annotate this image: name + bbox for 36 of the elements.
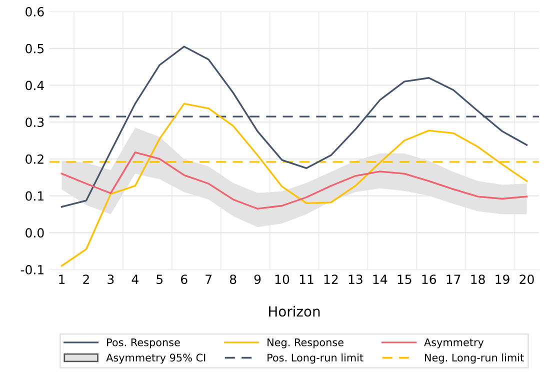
x-axis-title: Horizon xyxy=(269,306,320,317)
y-tick-label: 0.3 xyxy=(26,118,44,128)
x-tick-label: 14 xyxy=(373,274,388,284)
x-tick-label: 4 xyxy=(132,274,138,284)
legend-label: Neg. Response xyxy=(268,338,344,348)
x-tick-label: 9 xyxy=(254,274,261,284)
x-tick-label: 8 xyxy=(230,274,236,284)
x-tick-label: 1 xyxy=(59,274,65,284)
x-tick-label: 6 xyxy=(181,274,188,284)
text: Asymmetry 95% CI xyxy=(106,354,206,364)
legend-label: Pos. Response xyxy=(107,338,180,348)
x-tick-label: 12 xyxy=(324,274,338,284)
x-tick-label: 3 xyxy=(108,274,114,284)
x-tick-label: 11 xyxy=(300,274,314,284)
y-tick-label: 0.2 xyxy=(26,154,44,164)
y-tick-label: 0.6 xyxy=(26,7,44,16)
x-tick-label: 2 xyxy=(83,274,89,284)
y-tick-label: 0.5 xyxy=(26,44,44,54)
x-tick-label: 16 xyxy=(422,274,436,284)
legend-label: Neg. Long-run limit xyxy=(425,353,524,364)
x-tick-label: 7 xyxy=(206,274,212,284)
x-tick-label: 18 xyxy=(471,274,485,284)
x-tick-label: 10 xyxy=(275,274,290,284)
y-tick-label: 0.0 xyxy=(26,228,44,238)
line-series xyxy=(60,151,528,210)
legend-label: Asymmetry xyxy=(424,338,484,348)
x-tick-label: 19 xyxy=(496,274,510,284)
y-tick-label: 0.1 xyxy=(26,191,44,201)
y-tick-label: 0.4 xyxy=(26,80,44,90)
x-tick-label: 5 xyxy=(156,274,163,284)
x-tick-label: 17 xyxy=(446,274,460,284)
y-tick-label: -0.1 xyxy=(20,264,44,274)
x-tick-label: 13 xyxy=(348,274,362,284)
x-tick-label: 15 xyxy=(398,274,412,284)
legend-label: Pos. Long-run limit xyxy=(268,353,364,364)
x-tick-label: 20 xyxy=(520,274,534,284)
